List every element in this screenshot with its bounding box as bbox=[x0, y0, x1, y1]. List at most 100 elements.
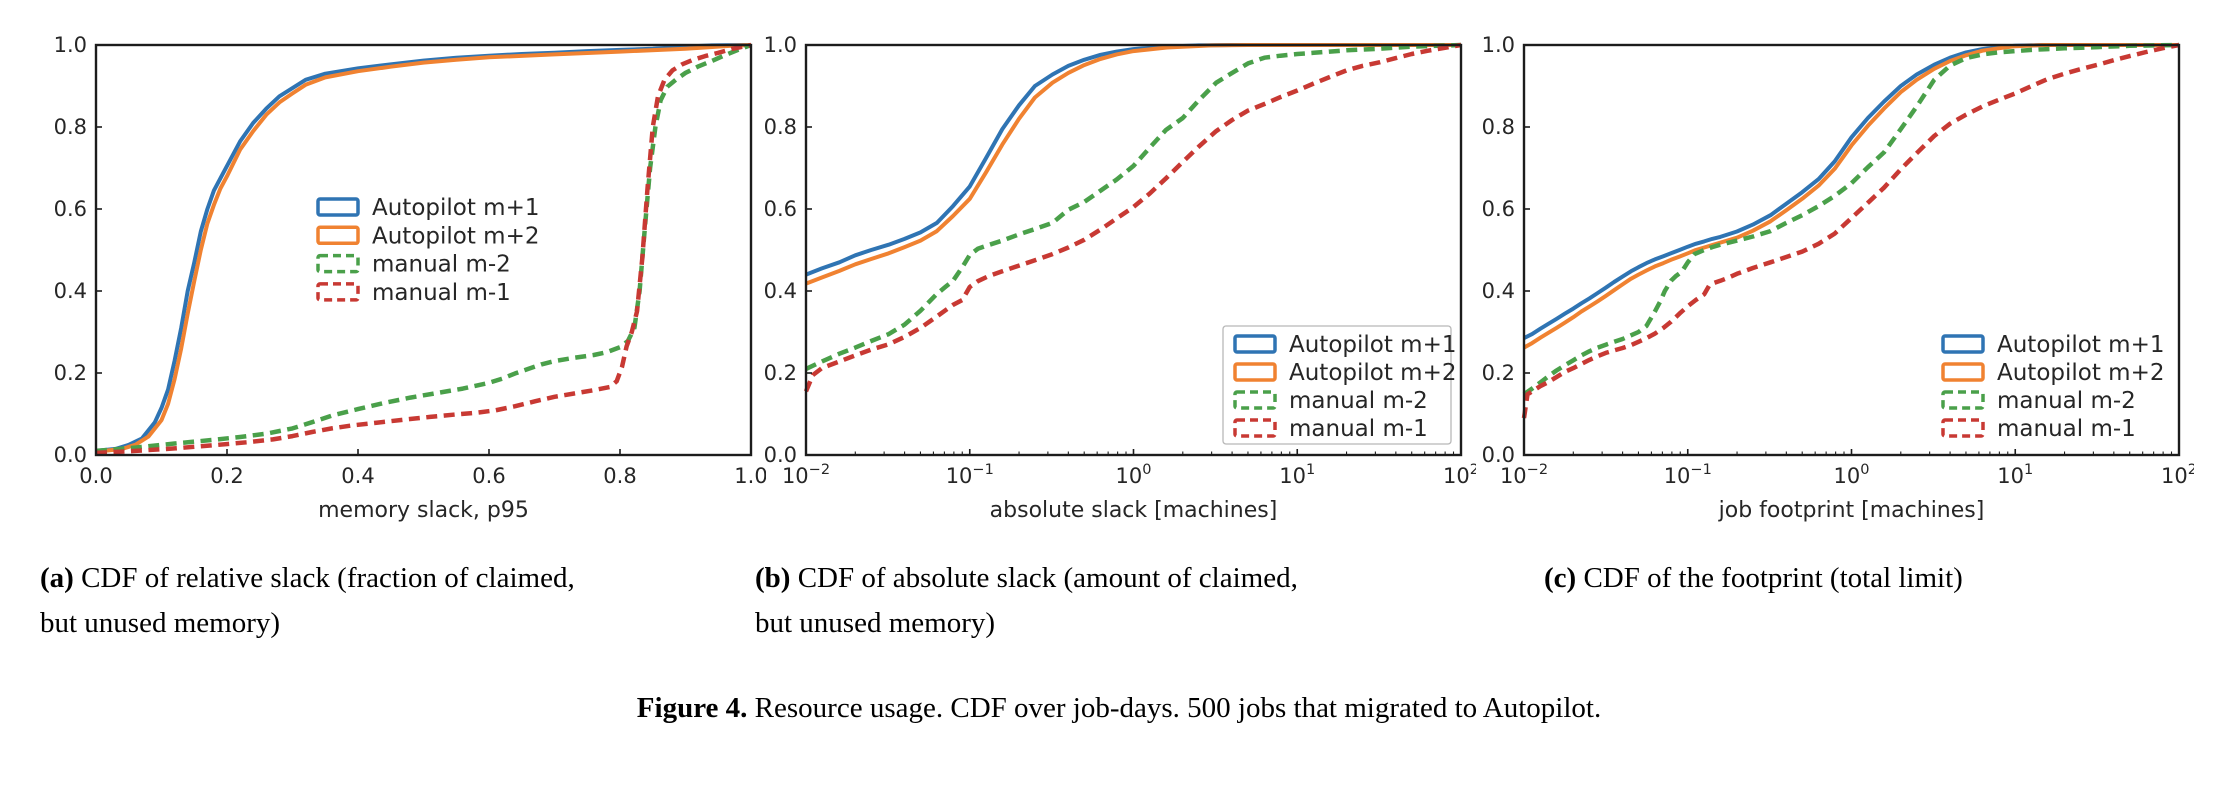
x-tick-label: 100 bbox=[1116, 462, 1152, 488]
y-tick-label: 0.2 bbox=[764, 361, 797, 385]
legend-swatch-3 bbox=[1941, 418, 1985, 438]
cdf-plot-absolute-slack: 10−2 10−1 100 101 102 0.0 0.2 0.4 0.6 0.8 1.0 absol… bbox=[764, 33, 1476, 523]
caption-a-tag: (a) bbox=[40, 562, 74, 594]
x-tick-label: 0.2 bbox=[210, 464, 243, 488]
legend-swatch-0 bbox=[316, 197, 360, 217]
series-line-3 bbox=[95, 42, 752, 456]
x-tick-label: 0.0 bbox=[79, 464, 112, 488]
y-tick-label: 0.6 bbox=[764, 197, 797, 221]
y-tick-label: 1.0 bbox=[1482, 33, 1515, 57]
x-axis-label: job footprint [machines] bbox=[1718, 498, 1985, 523]
caption-c-tag: (c) bbox=[1544, 562, 1577, 594]
legend-swatch-0 bbox=[1941, 334, 1985, 354]
figure-caption: Figure 4. Resource usage. CDF over job-d… bbox=[0, 692, 2238, 725]
legend-label-0: Autopilot m+1 bbox=[1289, 332, 1457, 358]
y-tick-label: 0.8 bbox=[1482, 115, 1515, 139]
caption-a-text: CDF of relative slack (fraction of claim… bbox=[40, 562, 575, 639]
figure-caption-text: Resource usage. CDF over job-days. 500 j… bbox=[754, 692, 1602, 724]
x-tick-label: 10−1 bbox=[1664, 462, 1712, 488]
caption-b: (b) CDF of absolute slack (amount of cla… bbox=[755, 556, 1455, 646]
series-line-2 bbox=[1522, 42, 2180, 397]
legend-swatch-3 bbox=[1233, 418, 1277, 438]
x-tick-label: 0.8 bbox=[603, 464, 636, 488]
plot-area bbox=[803, 42, 1462, 393]
y-tick-label: 1.0 bbox=[54, 33, 87, 57]
legend-swatch-2 bbox=[1941, 390, 1985, 410]
plot-area bbox=[1521, 42, 2180, 419]
legend-swatch-1 bbox=[1233, 362, 1277, 382]
series-line-1 bbox=[805, 43, 1461, 286]
x-tick-label: 102 bbox=[2161, 462, 2194, 488]
x-tick-label: 10−1 bbox=[946, 462, 994, 488]
x-tick-label: 0.4 bbox=[341, 464, 374, 488]
x-tick-label: 0.6 bbox=[472, 464, 505, 488]
legend-frame bbox=[1222, 325, 1452, 445]
series-line-2 bbox=[95, 42, 752, 454]
legend-swatch-1 bbox=[1941, 362, 1985, 382]
caption-c: (c) CDF of the footprint (total limit) bbox=[1544, 556, 2204, 601]
y-tick-label: 0.8 bbox=[54, 115, 87, 139]
y-axis: 0.0 0.2 0.4 0.6 0.8 1.0 bbox=[764, 33, 812, 467]
legend-label-1: Autopilot m+2 bbox=[1289, 360, 1457, 386]
series-line-1 bbox=[95, 43, 752, 454]
caption-c-text: CDF of the footprint (total limit) bbox=[1583, 562, 1963, 594]
x-tick-label: 1.0 bbox=[734, 464, 766, 488]
y-tick-label: 0.0 bbox=[54, 443, 87, 467]
legend-label-3: manual m-1 bbox=[372, 280, 511, 306]
series-line-2 bbox=[805, 42, 1462, 371]
cdf-plot-relative-slack: 0.0 0.2 0.4 0.6 0.8 1.0 0.0 0.2 0.4 0.6 0.8 1.0 memo… bbox=[54, 33, 766, 523]
y-tick-label: 0.0 bbox=[1482, 443, 1515, 467]
x-axis-label: absolute slack [machines] bbox=[990, 498, 1278, 523]
x-tick-label: 10−2 bbox=[1500, 462, 1548, 488]
legend-label-1: Autopilot m+2 bbox=[372, 223, 540, 249]
legend-label-2: manual m-2 bbox=[372, 252, 511, 278]
y-tick-label: 0.4 bbox=[54, 279, 87, 303]
legend-swatch-1 bbox=[316, 225, 360, 246]
figure-caption-tag: Figure 4. bbox=[636, 692, 748, 724]
caption-b-text: CDF of absolute slack (amount of claimed… bbox=[755, 562, 1298, 639]
y-axis: 0.0 0.2 0.4 0.6 0.8 1.0 bbox=[1482, 33, 1530, 467]
legend-label-3: manual m-1 bbox=[1289, 416, 1428, 442]
legend-label-3: manual m-1 bbox=[1997, 416, 2136, 442]
legend-swatch-2 bbox=[1233, 390, 1277, 410]
legend-swatch-0 bbox=[1233, 334, 1277, 354]
series-line-0 bbox=[805, 43, 1461, 277]
x-tick-label: 101 bbox=[1279, 462, 1315, 488]
y-tick-label: 0.8 bbox=[764, 115, 797, 139]
legend-label-0: Autopilot m+1 bbox=[372, 195, 540, 221]
x-axis: 10−2 10−1 100 101 102 bbox=[1500, 449, 2194, 488]
y-tick-label: 0.4 bbox=[764, 279, 797, 303]
legend-label-0: Autopilot m+1 bbox=[1997, 332, 2165, 358]
x-axis: 10−2 10−1 100 101 102 bbox=[782, 449, 1476, 488]
y-tick-label: 1.0 bbox=[764, 33, 797, 57]
x-tick-label: 100 bbox=[1834, 462, 1870, 488]
caption-a: (a) CDF of relative slack (fraction of c… bbox=[40, 556, 748, 646]
plot-area bbox=[95, 42, 752, 456]
series-line-3 bbox=[803, 42, 1462, 393]
x-axis-label: memory slack, p95 bbox=[318, 498, 529, 523]
series-line-3 bbox=[1521, 42, 2180, 419]
legend-label-2: manual m-2 bbox=[1289, 388, 1428, 414]
y-tick-label: 0.0 bbox=[764, 443, 797, 467]
legend-label-2: manual m-2 bbox=[1997, 388, 2136, 414]
y-tick-label: 0.2 bbox=[1482, 361, 1515, 385]
x-tick-label: 102 bbox=[1443, 462, 1476, 488]
caption-b-tag: (b) bbox=[755, 562, 791, 594]
y-axis: 0.0 0.2 0.4 0.6 0.8 1.0 bbox=[54, 33, 102, 467]
x-axis: 0.0 0.2 0.4 0.6 0.8 1.0 bbox=[79, 449, 766, 488]
y-tick-label: 0.4 bbox=[1482, 279, 1515, 303]
x-tick-label: 101 bbox=[1997, 462, 2033, 488]
series-line-0 bbox=[1523, 43, 2179, 340]
legend-label-1: Autopilot m+2 bbox=[1997, 360, 2165, 386]
x-tick-label: 10−2 bbox=[782, 462, 830, 488]
legend-swatch-3 bbox=[316, 282, 360, 302]
y-tick-label: 0.6 bbox=[1482, 197, 1515, 221]
cdf-plot-job-footprint: 10−2 10−1 100 101 102 0.0 0.2 0.4 0.6 0.8 1.0 job f… bbox=[1482, 33, 2194, 523]
series-line-1 bbox=[1523, 43, 2179, 350]
y-tick-label: 0.2 bbox=[54, 361, 87, 385]
y-tick-label: 0.6 bbox=[54, 197, 87, 221]
axes-frame bbox=[94, 43, 753, 457]
